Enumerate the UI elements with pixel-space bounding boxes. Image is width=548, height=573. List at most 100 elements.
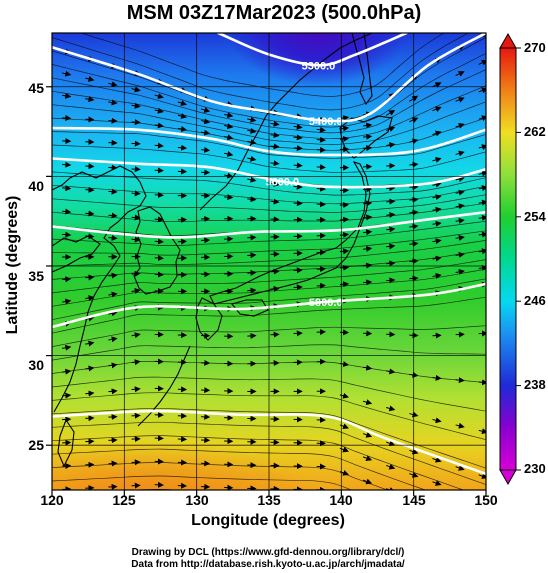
wind-arrow xyxy=(432,157,442,163)
wind-arrow xyxy=(409,95,419,102)
wind-arrow xyxy=(108,81,118,88)
x-tick-label: 145 xyxy=(402,492,426,508)
wind-arrow xyxy=(293,134,303,141)
wind-arrow xyxy=(154,216,164,223)
wind-arrow xyxy=(131,287,141,294)
cold-core xyxy=(226,33,410,86)
height-contour xyxy=(52,210,486,239)
x-axis-label: Longitude (degrees) xyxy=(191,512,345,529)
wind-arrow xyxy=(386,226,396,233)
wind-arrow xyxy=(478,473,486,479)
wind-arrow xyxy=(386,440,396,447)
wind-arrow xyxy=(363,503,370,506)
wind-arrow xyxy=(478,248,486,255)
wind-arrow xyxy=(386,277,396,284)
wind-arrow xyxy=(154,238,164,245)
wind-arrow xyxy=(270,143,280,150)
sakhalin-coast xyxy=(351,33,373,106)
wind-arrow xyxy=(154,107,164,114)
wind-arrow xyxy=(108,99,118,106)
wind-arrow xyxy=(409,117,419,123)
wind-arrow xyxy=(432,374,442,381)
wind-arrow xyxy=(200,129,211,136)
wind-arrow xyxy=(478,87,486,94)
wind-arrow xyxy=(247,155,257,162)
wind-arrow xyxy=(409,411,419,418)
wind-arrow xyxy=(432,255,442,262)
wind-arrow xyxy=(62,344,72,351)
wind-arrow xyxy=(409,196,419,203)
wind-arrow xyxy=(108,310,118,317)
map-title: MSM 03Z17Mar2023 (500.0hPa) xyxy=(126,2,422,24)
y-axis-label: Latitude (degrees) xyxy=(4,195,21,335)
wind-arrow xyxy=(62,231,72,238)
contour-label: 5800.0 xyxy=(309,297,343,309)
wind-arrow xyxy=(362,200,373,207)
wind-arrow xyxy=(177,113,188,119)
wind-arrow xyxy=(478,379,486,386)
wind-arrow xyxy=(478,428,486,435)
wind-arrow xyxy=(432,272,442,279)
wind-arrow xyxy=(108,234,118,241)
wind-arrow xyxy=(224,123,234,130)
y-tick-label: 30 xyxy=(28,357,44,373)
wind-arrow xyxy=(362,432,373,438)
wind-arrow xyxy=(131,386,141,393)
x-tick-label: 135 xyxy=(257,492,281,508)
korea-coast xyxy=(133,206,181,295)
wind-arrow xyxy=(386,463,396,470)
colorbar-ticks xyxy=(516,47,521,471)
wind-arrow xyxy=(478,170,486,177)
axis-ticks xyxy=(46,86,487,496)
wind-arrow xyxy=(108,212,118,219)
wind-arrow xyxy=(455,465,465,471)
wind-arrow xyxy=(200,107,211,113)
wind-arrow xyxy=(62,276,72,283)
height-contour xyxy=(52,33,486,123)
wind-arrow xyxy=(131,236,141,243)
contour-label: 5400.0 xyxy=(309,116,343,128)
russia-coast xyxy=(199,33,373,211)
wind-arrow xyxy=(455,422,465,429)
wind-arrow xyxy=(316,185,326,192)
wind-arrow xyxy=(85,75,95,82)
wind-arrow xyxy=(85,390,95,397)
wind-arrow xyxy=(293,145,303,152)
contour-label: 5600.0 xyxy=(265,177,299,189)
wind-arrow xyxy=(85,210,95,217)
wind-arrow xyxy=(270,180,280,187)
wind-arrow xyxy=(455,176,465,182)
wind-arrow xyxy=(455,97,465,103)
colorbar-max-triangle xyxy=(499,32,517,49)
wind-arrow xyxy=(455,150,465,157)
wind-arrow xyxy=(409,275,419,282)
taiwan-coast xyxy=(57,418,75,468)
colorbar-min-triangle xyxy=(499,469,517,486)
wind-arrow xyxy=(85,274,95,281)
wind-arrow xyxy=(362,399,373,406)
wind-arrow xyxy=(455,203,465,210)
wind-arrow xyxy=(478,144,486,150)
height-contour xyxy=(52,282,486,329)
wind-arrow xyxy=(270,160,280,167)
wind-arrow xyxy=(131,190,141,197)
wind-arrow xyxy=(85,186,95,193)
colorbar-tick-label: 254 xyxy=(524,209,546,224)
wind-arrow xyxy=(247,287,257,294)
wind-arrow xyxy=(362,133,373,140)
wind-arrow xyxy=(386,142,396,148)
x-tick-label: 140 xyxy=(329,492,353,508)
wind-arrow xyxy=(386,243,396,250)
wind-arrow xyxy=(432,130,442,137)
x-tick-label: 120 xyxy=(40,492,64,508)
wind-arrow xyxy=(409,371,419,378)
wind-arrow xyxy=(362,364,373,371)
wind-arrow xyxy=(247,116,257,123)
wind-arrow xyxy=(316,126,326,133)
height-contour xyxy=(52,157,486,189)
wind-arrow xyxy=(62,208,72,215)
wind-arrow xyxy=(386,368,396,375)
colorbar xyxy=(499,32,521,486)
wind-arrow xyxy=(85,365,95,372)
